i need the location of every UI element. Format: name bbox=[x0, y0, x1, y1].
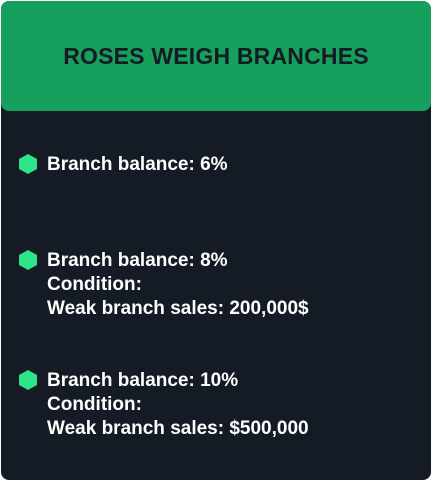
item-line: Weak branch sales: $500,000 bbox=[47, 418, 309, 439]
item-line: Branch balance: 6% bbox=[47, 154, 228, 175]
hexagon-bullet-icon bbox=[18, 369, 38, 391]
list-item: Branch balance: 10% Condition: Weak bran… bbox=[18, 369, 309, 441]
list-item: Branch balance: 6% bbox=[18, 153, 228, 177]
item-line: Condition: bbox=[47, 274, 142, 295]
card-title: ROSES WEIGH BRANCHES bbox=[63, 42, 369, 69]
list-item: Branch balance: 8% Condition: Weak branc… bbox=[18, 249, 309, 321]
hexagon-bullet-icon bbox=[18, 153, 38, 175]
item-line: Branch balance: 8% bbox=[47, 250, 228, 271]
item-line: Condition: bbox=[47, 394, 142, 415]
hexagon-bullet-icon bbox=[18, 249, 38, 271]
item-line: Branch balance: 10% bbox=[47, 370, 239, 391]
card-header: ROSES WEIGH BRANCHES bbox=[1, 1, 431, 111]
item-line: Weak branch sales: 200,000$ bbox=[47, 298, 309, 319]
